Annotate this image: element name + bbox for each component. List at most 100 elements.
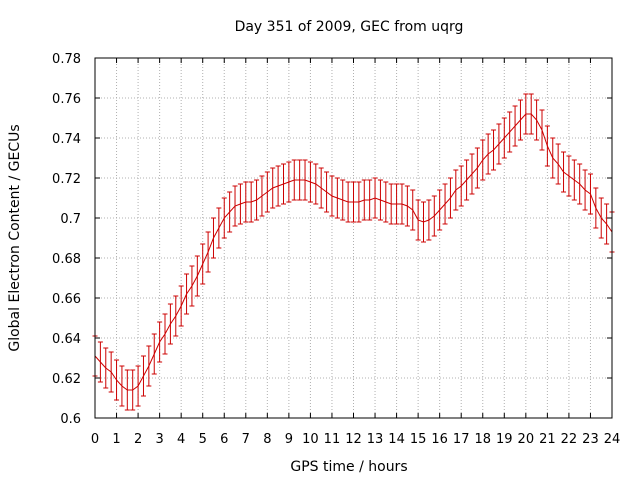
error-bar <box>388 183 394 225</box>
error-bar <box>394 183 400 225</box>
error-bar <box>318 167 324 209</box>
error-bar <box>447 177 453 219</box>
error-bar <box>496 123 502 165</box>
error-bar <box>528 93 534 135</box>
x-tick-label: 19 <box>496 432 513 447</box>
error-bar <box>313 163 319 205</box>
error-bar <box>491 129 497 171</box>
error-bar <box>275 165 281 207</box>
error-bar <box>232 185 238 227</box>
error-bar <box>582 169 588 211</box>
error-bar <box>458 165 464 207</box>
error-bar <box>404 185 410 227</box>
error-bar <box>297 159 303 201</box>
y-tick-label: 0.76 <box>52 92 81 107</box>
error-bar <box>286 161 292 203</box>
error-bar <box>593 187 599 229</box>
x-tick-label: 6 <box>220 432 228 447</box>
error-bar <box>216 207 222 249</box>
error-bar <box>372 177 378 219</box>
error-bar <box>474 147 480 189</box>
error-bar <box>210 217 216 259</box>
error-bar <box>194 255 200 297</box>
error-bar <box>517 99 523 141</box>
x-tick-label: 17 <box>453 432 470 447</box>
data-series <box>92 93 615 411</box>
x-tick-label: 16 <box>431 432 448 447</box>
error-bar <box>254 179 260 221</box>
x-tick-label: 18 <box>474 432 491 447</box>
error-bar <box>604 203 610 245</box>
y-tick-label: 0.78 <box>52 52 81 67</box>
x-tick-label: 15 <box>410 432 427 447</box>
error-bar <box>577 163 583 205</box>
error-bar <box>291 159 297 201</box>
error-bar <box>248 181 254 223</box>
error-bar <box>340 179 346 221</box>
error-bar <box>377 179 383 221</box>
error-bar <box>571 159 577 201</box>
error-bar <box>410 189 416 231</box>
y-tick-label: 0.66 <box>52 292 81 307</box>
error-bar <box>523 93 529 135</box>
error-bar <box>367 179 373 221</box>
error-bar <box>329 175 335 217</box>
error-bar <box>108 351 114 393</box>
error-bar <box>243 181 249 223</box>
error-bar <box>550 137 556 179</box>
error-bar <box>146 345 152 387</box>
y-tick-label: 0.62 <box>52 372 81 387</box>
error-bar <box>437 189 443 231</box>
error-bar <box>264 171 270 213</box>
error-bar <box>324 171 330 213</box>
x-tick-label: 3 <box>155 432 163 447</box>
error-bar <box>151 333 157 375</box>
x-tick-label: 12 <box>345 432 362 447</box>
x-tick-label: 8 <box>263 432 271 447</box>
x-tick-label: 10 <box>302 432 319 447</box>
error-bar <box>356 181 362 223</box>
y-tick-label: 0.68 <box>52 252 81 267</box>
y-tick-label: 0.6 <box>60 412 81 427</box>
y-axis-ticks: 0.6 0.62 0.64 0.66 0.68 0.7 0.72 0.74 0.76 0.78 <box>52 52 612 427</box>
error-bar <box>302 159 308 201</box>
x-tick-label: 5 <box>199 432 207 447</box>
error-bar <box>200 243 206 285</box>
error-bar <box>237 183 243 225</box>
error-bar <box>270 167 276 209</box>
error-bar <box>507 111 513 153</box>
error-bar <box>173 295 179 337</box>
error-bar <box>334 177 340 219</box>
error-bar <box>426 199 432 241</box>
y-tick-label: 0.74 <box>52 132 81 147</box>
error-bar <box>485 133 491 175</box>
error-bar <box>555 143 561 185</box>
x-tick-label: 13 <box>367 432 384 447</box>
error-bar <box>544 125 550 167</box>
x-tick-label: 22 <box>561 432 578 447</box>
error-bar <box>167 303 173 345</box>
error-bar <box>227 191 233 233</box>
error-bar <box>399 183 405 225</box>
error-bar <box>205 231 211 273</box>
error-bar <box>351 181 356 223</box>
error-bar <box>103 347 109 389</box>
error-bar <box>587 173 593 215</box>
error-bar <box>97 341 103 383</box>
error-bar <box>135 365 141 407</box>
error-bar <box>512 105 518 147</box>
error-bar <box>415 199 421 241</box>
x-tick-label: 2 <box>134 432 142 447</box>
y-tick-label: 0.7 <box>60 212 81 227</box>
error-bar <box>140 355 146 397</box>
error-bar <box>114 359 120 401</box>
error-bar <box>442 183 448 225</box>
x-axis-label: GPS time / hours <box>290 459 407 475</box>
error-bar <box>464 159 470 201</box>
x-tick-label: 1 <box>112 432 120 447</box>
error-bar <box>162 313 168 355</box>
error-bar <box>561 151 567 193</box>
x-tick-label: 0 <box>91 432 99 447</box>
y-tick-label: 0.72 <box>52 172 81 187</box>
